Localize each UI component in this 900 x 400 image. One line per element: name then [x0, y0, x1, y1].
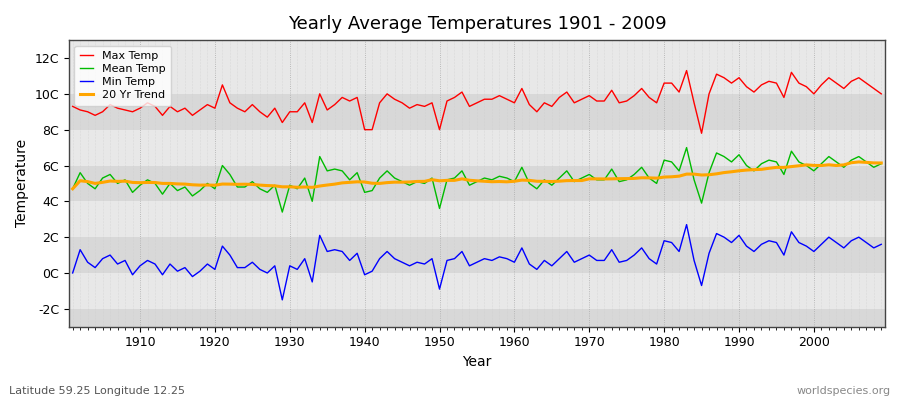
- Bar: [69, 201, 885, 237]
- Max Temp: [292, 109, 302, 114]
- 20 Yr Trend: [337, 180, 347, 185]
- Bar: [69, 94, 885, 130]
- 20 Yr Trend: [127, 180, 138, 185]
- Mean Temp: [876, 161, 886, 166]
- Mean Temp: [509, 179, 520, 184]
- Legend: Max Temp, Mean Temp, Min Temp, 20 Yr Trend: Max Temp, Mean Temp, Min Temp, 20 Yr Tre…: [75, 46, 171, 106]
- Text: Latitude 59.25 Longitude 12.25: Latitude 59.25 Longitude 12.25: [9, 386, 185, 396]
- Mean Temp: [127, 190, 138, 195]
- Mean Temp: [300, 176, 310, 180]
- Max Temp: [337, 95, 347, 100]
- X-axis label: Year: Year: [463, 355, 491, 369]
- 20 Yr Trend: [876, 160, 886, 165]
- Max Temp: [681, 68, 692, 73]
- Text: worldspecies.org: worldspecies.org: [796, 386, 891, 396]
- Bar: [69, 40, 885, 58]
- Min Temp: [876, 242, 886, 247]
- Max Temp: [876, 92, 886, 96]
- Mean Temp: [607, 167, 617, 172]
- Max Temp: [68, 104, 78, 109]
- 20 Yr Trend: [68, 186, 78, 191]
- Max Temp: [501, 97, 512, 102]
- Bar: [69, 237, 885, 273]
- Max Temp: [509, 100, 520, 105]
- Line: Min Temp: Min Temp: [73, 225, 881, 300]
- Mean Temp: [517, 165, 527, 170]
- Line: Max Temp: Max Temp: [73, 70, 881, 133]
- Bar: [69, 166, 885, 201]
- 20 Yr Trend: [292, 185, 302, 190]
- Mean Temp: [277, 210, 288, 214]
- Max Temp: [697, 131, 707, 136]
- Mean Temp: [681, 145, 692, 150]
- Min Temp: [681, 222, 692, 227]
- 20 Yr Trend: [598, 176, 609, 181]
- Line: 20 Yr Trend: 20 Yr Trend: [73, 162, 881, 189]
- Max Temp: [598, 99, 609, 104]
- Bar: [69, 130, 885, 166]
- Mean Temp: [345, 178, 356, 182]
- Min Temp: [277, 298, 288, 302]
- Mean Temp: [68, 186, 78, 191]
- Title: Yearly Average Temperatures 1901 - 2009: Yearly Average Temperatures 1901 - 2009: [288, 15, 666, 33]
- Min Temp: [68, 270, 78, 275]
- Min Temp: [127, 272, 138, 277]
- Min Temp: [607, 247, 617, 252]
- Min Temp: [345, 258, 356, 263]
- 20 Yr Trend: [853, 160, 864, 164]
- Min Temp: [509, 260, 520, 265]
- Max Temp: [127, 109, 138, 114]
- Bar: [69, 309, 885, 327]
- 20 Yr Trend: [509, 179, 520, 184]
- Min Temp: [300, 256, 310, 261]
- Y-axis label: Temperature: Temperature: [15, 139, 29, 228]
- Min Temp: [517, 246, 527, 250]
- 20 Yr Trend: [501, 180, 512, 184]
- Bar: [69, 58, 885, 94]
- Line: Mean Temp: Mean Temp: [73, 148, 881, 212]
- Bar: [69, 273, 885, 309]
